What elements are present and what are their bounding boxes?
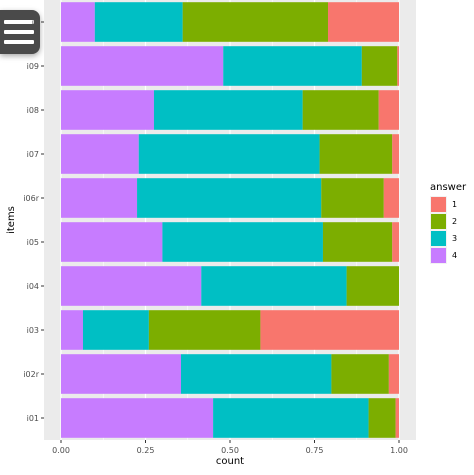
y-tick-label: i06r xyxy=(23,194,39,203)
bar-segment-i02r-answer-1 xyxy=(388,354,399,394)
bar-segment-i07-answer-3 xyxy=(138,134,320,174)
bar-segment-i03-answer-1 xyxy=(260,310,399,350)
bar-segment-i06r-answer-1 xyxy=(383,178,399,218)
bar-segment-i04-answer-3 xyxy=(201,266,347,306)
hamburger-menu-icon xyxy=(4,20,34,24)
bar-segment-i03-answer-3 xyxy=(82,310,149,350)
legend-title: answer xyxy=(430,182,467,193)
legend-key-3 xyxy=(431,231,446,246)
bar-segment-i08-answer-4 xyxy=(61,90,154,130)
bar-segment-i0-answer-3 xyxy=(94,2,183,42)
y-tick-label: i05 xyxy=(27,238,39,247)
bar-segment-i02r-answer-3 xyxy=(180,354,332,394)
bar-segment-i06r-answer-2 xyxy=(321,178,384,218)
x-tick-label: 1.00 xyxy=(390,446,408,455)
y-tick-label: i01 xyxy=(27,414,39,423)
y-tick-label: i04 xyxy=(27,282,39,291)
bar-segment-i08-answer-3 xyxy=(153,90,303,130)
bar-segment-i04-answer-2 xyxy=(346,266,399,306)
bar-segment-i01-answer-4 xyxy=(61,398,214,438)
bar-segment-i09-answer-1 xyxy=(397,46,399,86)
legend-label-3: 3 xyxy=(452,234,457,243)
legend-key-4 xyxy=(431,248,446,263)
bar-segment-i0-answer-1 xyxy=(328,2,399,42)
hamburger-menu-icon-line xyxy=(4,40,34,44)
x-tick-label: 0.75 xyxy=(306,446,324,455)
legend-key-1 xyxy=(431,197,446,212)
legend-label-2: 2 xyxy=(452,217,457,226)
bar-segment-i09-answer-2 xyxy=(361,46,398,86)
bar-segment-i06r-answer-4 xyxy=(61,178,138,218)
bar-segment-i07-answer-1 xyxy=(392,134,399,174)
x-tick-label: 0.00 xyxy=(52,446,70,455)
bar-segment-i01-answer-3 xyxy=(213,398,369,438)
legend-key-2 xyxy=(431,214,446,229)
y-axis-title: items xyxy=(6,206,17,234)
legend-label-1: 1 xyxy=(452,200,457,209)
bar-segment-i06r-answer-3 xyxy=(137,178,322,218)
bar-segment-i05-answer-1 xyxy=(392,222,399,262)
bar-segment-i02r-answer-4 xyxy=(61,354,181,394)
bar-segment-i04-answer-4 xyxy=(61,266,202,306)
bar-segment-i08-answer-2 xyxy=(302,90,379,130)
hamburger-menu-icon-line xyxy=(4,30,34,34)
y-tick-label: i08 xyxy=(27,106,39,115)
y-tick-label: i09 xyxy=(27,62,39,71)
bar-segment-i05-answer-2 xyxy=(322,222,393,262)
x-tick-label: 0.25 xyxy=(137,446,155,455)
bar-segment-i05-answer-3 xyxy=(162,222,323,262)
bar-segment-i07-answer-4 xyxy=(61,134,139,174)
bar-segment-i0-answer-2 xyxy=(182,2,329,42)
y-tick-label: i02r xyxy=(23,370,39,379)
bar-segment-i01-answer-1 xyxy=(395,398,399,438)
bar-segment-i07-answer-2 xyxy=(319,134,393,174)
bar-segment-i03-answer-2 xyxy=(148,310,261,350)
bar-segment-i03-answer-4 xyxy=(61,310,83,350)
bar-segment-i09-answer-4 xyxy=(61,46,224,86)
bar-segment-i09-answer-3 xyxy=(223,46,362,86)
y-tick-label: i03 xyxy=(27,326,39,335)
y-tick-label: i07 xyxy=(27,150,39,159)
bar-segment-i08-answer-1 xyxy=(378,90,399,130)
bar-segment-i02r-answer-2 xyxy=(331,354,389,394)
x-axis-title: count xyxy=(216,456,244,467)
legend-label-4: 4 xyxy=(452,251,457,260)
bar-segment-i05-answer-4 xyxy=(61,222,163,262)
y-tick-label: i0 xyxy=(32,18,39,27)
bar-segment-i01-answer-2 xyxy=(368,398,396,438)
bar-segment-i0-answer-4 xyxy=(61,2,95,42)
menu-button[interactable] xyxy=(0,10,40,54)
x-tick-label: 0.50 xyxy=(221,446,239,455)
